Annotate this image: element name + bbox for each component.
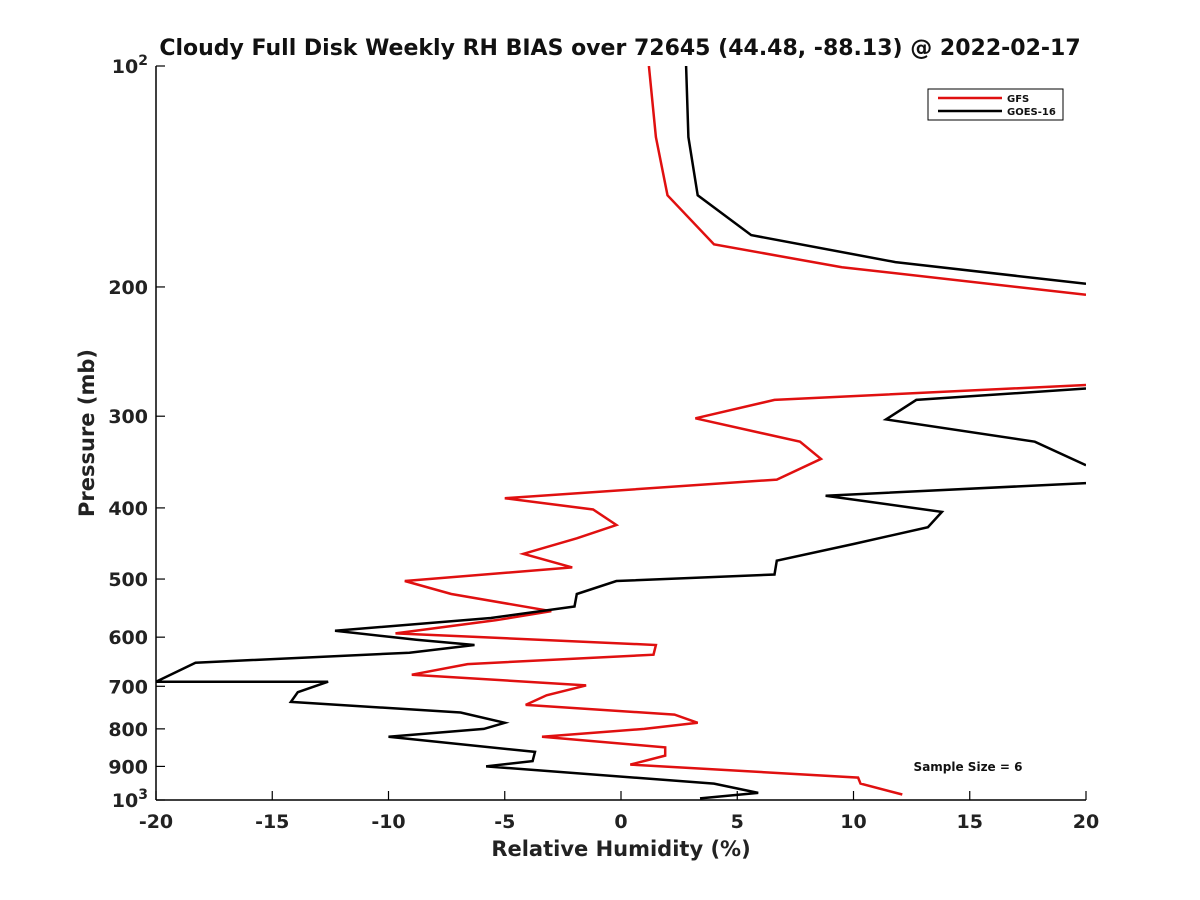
y-tick-label: 800 xyxy=(108,719,148,741)
x-tick-label: 20 xyxy=(1073,811,1099,833)
y-tick-label: 102 xyxy=(112,53,148,78)
y-tick-label: 900 xyxy=(108,756,148,778)
series-line-goes-16 xyxy=(156,66,1086,800)
y-tick-label: 600 xyxy=(108,627,148,649)
x-tick-label: -10 xyxy=(371,811,405,833)
y-tick-label: 700 xyxy=(108,676,148,698)
plot-series xyxy=(156,66,1086,800)
x-tick-label: 5 xyxy=(731,811,744,833)
y-tick-label: 200 xyxy=(108,277,148,299)
x-axis-label: Relative Humidity (%) xyxy=(491,837,750,861)
x-tick-label: 10 xyxy=(840,811,866,833)
axes xyxy=(155,66,1086,801)
x-tick-label: 0 xyxy=(614,811,627,833)
y-tick-label: 400 xyxy=(108,498,148,520)
x-tick-label: 15 xyxy=(957,811,983,833)
x-ticks: -20 -15 -10 -5 0 5 10 15 20 xyxy=(139,791,1099,833)
y-tick-label: 103 xyxy=(112,787,148,812)
y-ticks: 102 200 300 400 500 600 700 800 900 103 xyxy=(108,53,165,812)
x-tick-label: -20 xyxy=(139,811,173,833)
legend-label: GFS xyxy=(1007,94,1029,105)
chart-title: Cloudy Full Disk Weekly RH BIAS over 726… xyxy=(159,36,1080,61)
legend-label: GOES-16 xyxy=(1007,107,1056,118)
x-tick-label: -15 xyxy=(255,811,289,833)
legend: GFS GOES-16 xyxy=(927,88,1064,121)
x-tick-label: -5 xyxy=(494,811,515,833)
y-tick-label: 500 xyxy=(108,569,148,591)
legend-box xyxy=(927,88,1064,121)
y-axis-label: Pressure (mb) xyxy=(75,349,99,517)
sample-size-annotation: Sample Size = 6 xyxy=(914,760,1023,774)
series-line-gfs xyxy=(395,66,1086,796)
y-tick-label: 300 xyxy=(108,406,148,428)
